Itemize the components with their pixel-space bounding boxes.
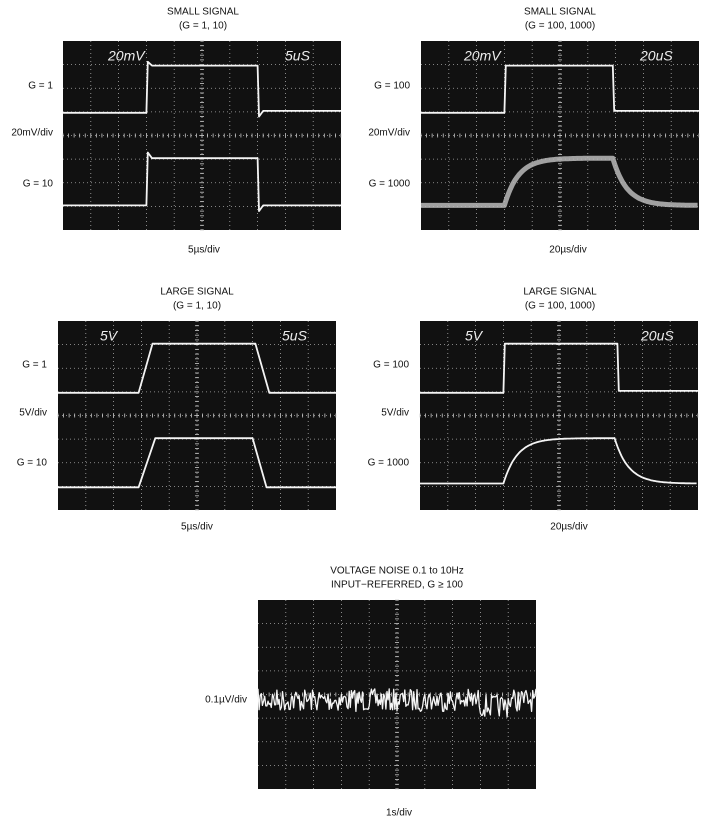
- trace-label: 5V/div: [19, 408, 47, 419]
- trace-label: G = 1: [28, 81, 53, 92]
- scope-screen: 5V 5uS: [57, 320, 337, 511]
- trace-label: 0.1µV/div: [205, 695, 247, 706]
- scope-annotation: 5uS: [285, 48, 311, 64]
- scope-annotation: 5V: [465, 328, 484, 344]
- trace: [420, 437, 697, 485]
- scope-screen: 20mV 20uS: [420, 40, 700, 231]
- panel-title: SMALL SIGNAL: [167, 7, 239, 18]
- x-axis-label: 5µs/div: [188, 245, 220, 256]
- panel-title: VOLTAGE NOISE 0.1 to 10Hz: [330, 566, 464, 577]
- scope-annotation: 20mV: [463, 48, 502, 64]
- scope-screen: 5V 20uS: [419, 320, 699, 511]
- scope-screen: 20mV 5uS: [62, 40, 342, 231]
- panel-title: LARGE SIGNAL: [523, 287, 597, 298]
- trace-label: G = 1: [22, 360, 47, 371]
- trace: [420, 342, 698, 394]
- panel-title: LARGE SIGNAL: [160, 287, 234, 298]
- trace-label: G = 100: [373, 360, 409, 371]
- trace: [63, 151, 341, 213]
- trace-label: 20mV/div: [368, 128, 410, 139]
- trace-label: G = 10: [23, 179, 54, 190]
- trace: [63, 60, 341, 118]
- scope-annotation: 20uS: [640, 328, 674, 344]
- scope-annotation: 5uS: [282, 328, 308, 344]
- scope-screen: [257, 599, 537, 790]
- trace-label: G = 1000: [369, 179, 411, 190]
- trace-label: G = 100: [374, 81, 410, 92]
- x-axis-label: 1s/div: [386, 808, 412, 819]
- x-axis-label: 20µs/div: [549, 245, 586, 256]
- trace: [257, 688, 537, 718]
- scope-annotation: 20mV: [107, 48, 146, 64]
- panel-title: (G = 1, 10): [173, 301, 221, 312]
- panel-title: (G = 100, 1000): [525, 301, 595, 312]
- x-axis-label: 20µs/div: [550, 522, 587, 533]
- scope-annotation: 5V: [100, 328, 119, 344]
- panel-title: INPUT−REFERRED, G ≥ 100: [331, 580, 463, 591]
- x-axis-label: 5µs/div: [181, 522, 213, 533]
- trace: [421, 64, 699, 114]
- trace-label: 20mV/div: [11, 128, 53, 139]
- panel-title: (G = 100, 1000): [525, 21, 595, 32]
- panel-title: SMALL SIGNAL: [524, 7, 596, 18]
- scope-annotation: 20uS: [639, 48, 673, 64]
- trace: [421, 155, 699, 208]
- trace-label: G = 10: [17, 458, 48, 469]
- trace: [58, 342, 336, 394]
- trace-label: 5V/div: [381, 408, 409, 419]
- panel-title: (G = 1, 10): [179, 21, 227, 32]
- trace-label: G = 1000: [368, 458, 410, 469]
- trace: [58, 437, 336, 489]
